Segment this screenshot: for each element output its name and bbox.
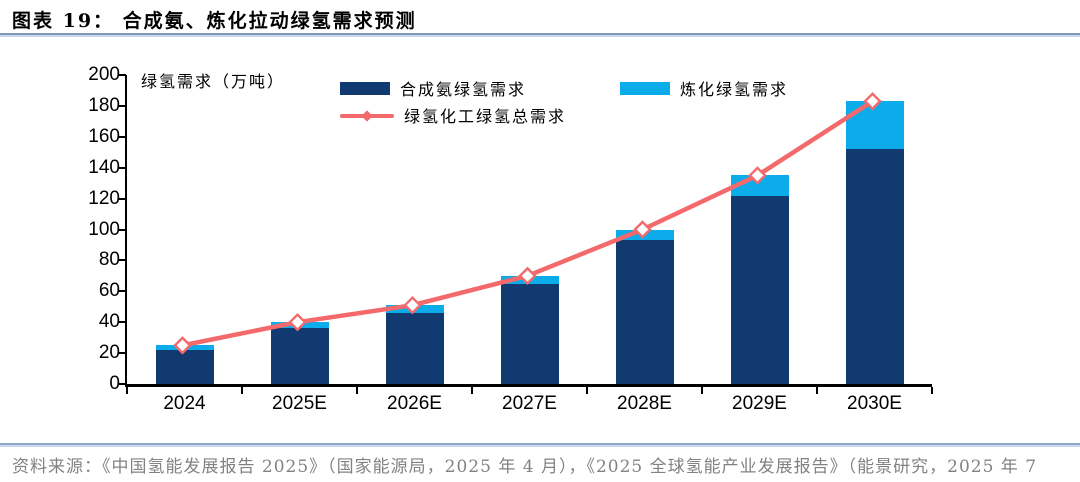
y-axis-tick-label: 60 <box>98 280 120 302</box>
legend-line-marker <box>340 109 394 122</box>
legend-swatch-ammonia <box>340 81 390 95</box>
line-diamond-marker <box>748 166 767 185</box>
y-axis-tick <box>118 290 126 293</box>
y-axis-tick <box>118 352 126 355</box>
y-axis-tick <box>118 74 126 76</box>
y-axis-tick <box>118 228 126 231</box>
legend-item-ammonia: 合成氨绿氢需求 <box>340 76 526 100</box>
y-axis-unit-label: 绿氢需求（万吨） <box>141 72 286 91</box>
legend-item-total-line: 绿氢化工绿氢总需求 <box>340 103 566 127</box>
x-axis-category-label: 2024 <box>163 393 206 414</box>
footer-divider <box>0 443 1080 447</box>
bar-segment-ammonia <box>730 195 789 384</box>
x-axis-category-label: 2030E <box>847 393 902 414</box>
legend-label-refining: 炼化绿氢需求 <box>680 80 789 99</box>
y-axis-tick <box>118 383 126 385</box>
x-axis-tick <box>816 387 818 394</box>
y-axis-tick-label: 100 <box>88 218 120 240</box>
bar-segment-ammonia <box>615 240 674 384</box>
chart-area: 合成氨绿氢需求 炼化绿氢需求 绿氢化工绿氢总需求 绿氢需求（万吨） 0 20 40 6… <box>0 52 1080 432</box>
bar-segment-ammonia <box>270 328 329 384</box>
y-axis-tick-label: 80 <box>98 249 120 271</box>
y-axis-tick <box>118 135 126 138</box>
y-axis-tick-label: 180 <box>88 94 120 116</box>
line-diamond-marker <box>863 92 882 111</box>
line-diamond-marker <box>518 266 537 286</box>
x-axis-tick <box>241 387 243 394</box>
x-axis-category-label: 2028E <box>617 393 672 414</box>
line-diamond-marker <box>403 296 422 315</box>
bar-segment-ammonia <box>155 350 214 384</box>
x-axis-tick <box>586 387 588 394</box>
line-diamond-marker <box>288 313 307 332</box>
y-axis-tick-label: 20 <box>98 342 120 364</box>
title-divider <box>0 33 1080 37</box>
legend-label-ammonia: 合成氨绿氢需求 <box>400 80 527 99</box>
line-diamond-marker <box>173 336 192 355</box>
total-demand-line-layer <box>173 92 882 355</box>
x-axis-tick <box>701 387 703 394</box>
y-axis-tick <box>118 321 126 324</box>
bar-segment-ammonia <box>845 149 904 384</box>
x-axis-tick <box>471 387 473 394</box>
x-axis-category-label: 2027E <box>502 393 557 414</box>
x-axis-tick <box>126 387 128 394</box>
y-axis-tick-label: 120 <box>88 187 120 209</box>
y-axis-tick <box>118 166 126 169</box>
x-axis-category-label: 2025E <box>272 393 327 414</box>
x-axis-tick <box>931 387 933 394</box>
source-note: 资料来源：《中国氢能发展报告 2025》（国家能源局，2025 年 4 月），《… <box>12 457 1038 477</box>
x-axis-category-label: 2029E <box>732 393 787 414</box>
y-axis-tick-label: 40 <box>98 311 120 333</box>
x-axis-category-label: 2026E <box>387 393 442 414</box>
legend-item-refining: 炼化绿氢需求 <box>620 76 788 100</box>
figure-title: 图表 19： 合成氨、炼化拉动绿氢需求预测 <box>12 10 417 32</box>
x-axis-tick <box>356 387 358 394</box>
total-demand-line <box>180 99 875 348</box>
legend-label-total-line: 绿氢化工绿氢总需求 <box>404 107 567 126</box>
bar-segment-ammonia <box>385 312 444 384</box>
y-axis-tick <box>118 104 126 107</box>
bar-segment-ammonia <box>500 283 559 384</box>
bar-segment-refining <box>845 101 904 150</box>
y-axis-tick-label: 0 <box>109 373 120 394</box>
y-axis-tick <box>118 197 126 200</box>
line-diamond-marker <box>633 220 652 239</box>
y-axis-tick-label: 160 <box>88 125 120 147</box>
y-axis-tick <box>118 259 126 262</box>
y-axis-tick-label: 200 <box>88 64 120 85</box>
plot-area: 0 20 40 60 80 100 120 140 160 180 200 2024 2025E 2026… <box>88 64 933 414</box>
legend-swatch-refining <box>620 81 670 95</box>
y-axis-tick-label: 140 <box>88 156 120 178</box>
